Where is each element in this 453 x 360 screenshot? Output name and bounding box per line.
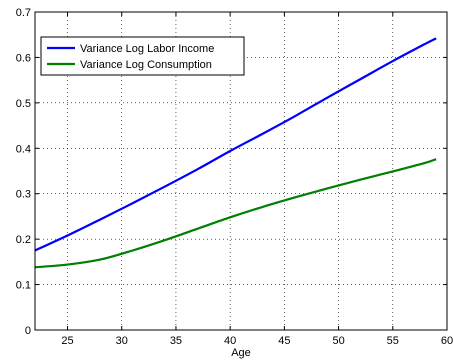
- legend-label: Variance Log Labor Income: [80, 43, 214, 55]
- x-tick-label: 45: [278, 335, 290, 347]
- plot-frame: [34, 11, 448, 331]
- y-tick-label: 0: [25, 325, 31, 337]
- y-tick-label: 0.2: [16, 234, 31, 246]
- x-tick-label: 35: [170, 335, 182, 347]
- x-tick-label: 30: [116, 335, 128, 347]
- x-tick-label: 55: [387, 335, 399, 347]
- y-tick-label: 0.7: [16, 7, 31, 19]
- legend-label: Variance Log Consumption: [80, 59, 212, 71]
- legend: Variance Log Labor Income Variance Log Co…: [40, 36, 245, 76]
- y-tick-label: 0.3: [16, 189, 31, 201]
- x-tick-label: 25: [61, 335, 73, 347]
- series-line-2: [34, 158, 437, 269]
- y-tick-label: 0.5: [16, 98, 31, 110]
- y-tick-label: 0.6: [16, 52, 31, 64]
- y-tick-label: 0.1: [16, 280, 31, 292]
- legend-box: [40, 36, 245, 76]
- series-lines: [34, 37, 437, 269]
- x-tick-label: 40: [224, 335, 236, 347]
- x-axis-title: Age: [231, 347, 251, 359]
- y-tick-label: 0.4: [16, 143, 31, 155]
- axis-ticks: 25 30 35 40 45 50 55 60 0 0.1 0.2 0.3 0.4 0.5 0.6 0.7: [16, 7, 453, 347]
- series-line-1: [34, 37, 437, 252]
- x-tick-label: 60: [441, 335, 453, 347]
- x-tick-label: 50: [332, 335, 344, 347]
